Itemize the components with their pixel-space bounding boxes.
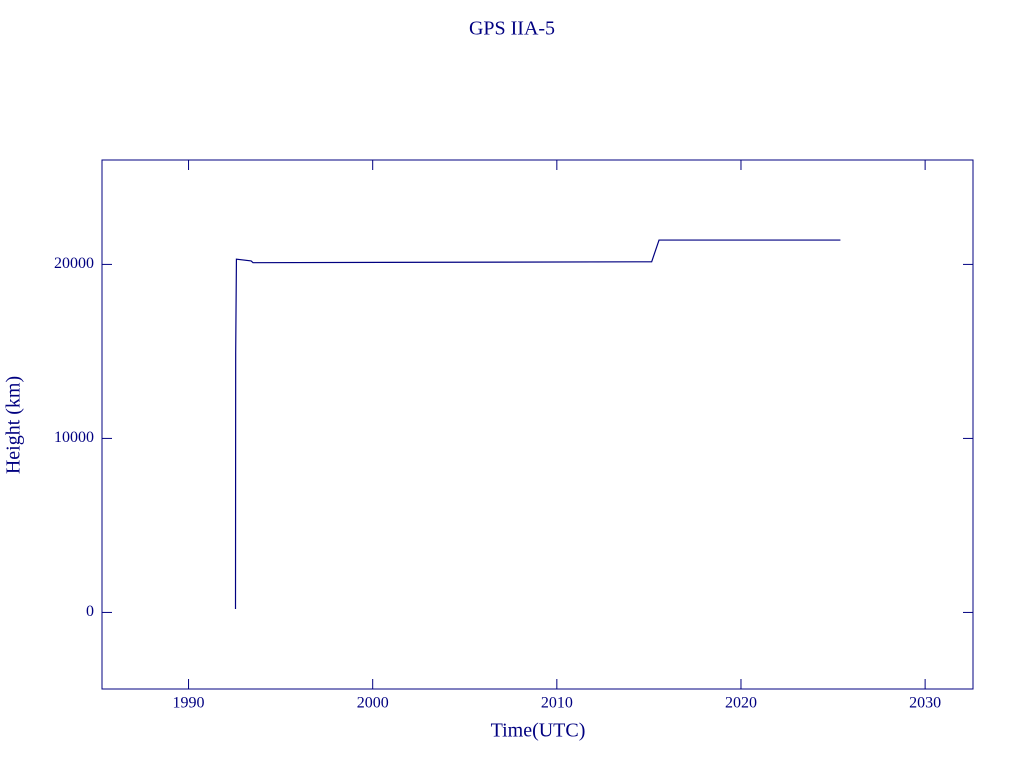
y-tick-label: 0	[86, 603, 94, 620]
plot-frame	[101, 159, 974, 690]
y-tick-label: 10000	[54, 429, 94, 446]
x-tick-label: 2000	[357, 695, 389, 712]
x-tick-label: 1990	[173, 695, 205, 712]
x-tick-label: 2010	[541, 695, 573, 712]
x-tick-label: 2020	[725, 695, 757, 712]
x-axis-label: Time(UTC)	[491, 720, 586, 742]
x-tick-label: 2030	[909, 695, 941, 712]
chart-title: GPS IIA-5	[469, 18, 555, 40]
y-tick-label: 20000	[54, 255, 94, 272]
y-axis-label: Height (km)	[3, 376, 25, 474]
data-line	[234, 239, 841, 609]
